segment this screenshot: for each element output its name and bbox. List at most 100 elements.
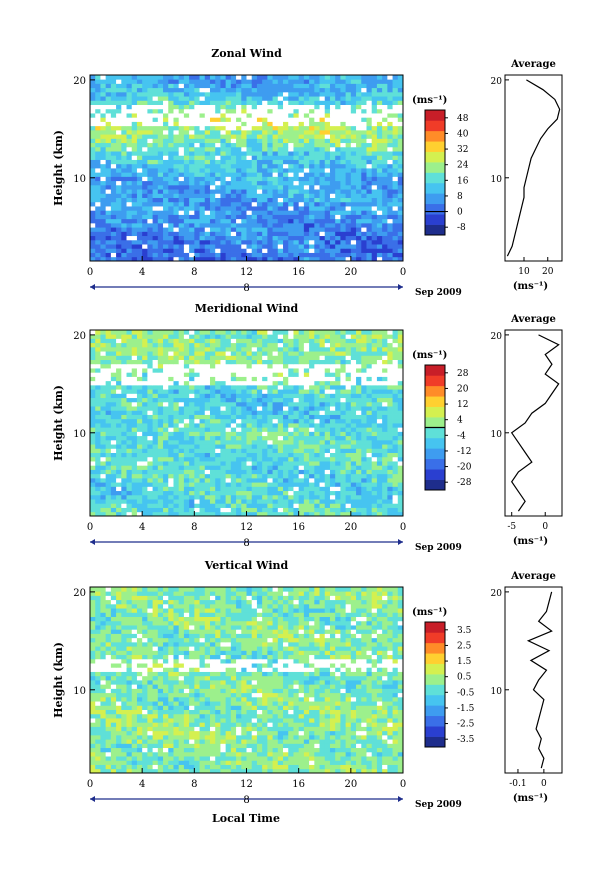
heatmap-cell: [288, 210, 294, 215]
heatmap-cell: [267, 163, 273, 169]
heatmap-cell: [371, 465, 378, 470]
heatmap-cell: [110, 125, 117, 131]
heatmap-cell: [163, 469, 169, 475]
heatmap-cell: [267, 444, 273, 449]
heatmap-cell: [157, 418, 164, 424]
heatmap-cell: [199, 75, 206, 80]
heatmap-cell: [397, 486, 404, 492]
heatmap-cell: [345, 210, 352, 215]
heatmap-cell: [324, 197, 331, 203]
heatmap-cell: [319, 427, 326, 432]
heatmap-cell: [152, 239, 159, 245]
x-tick-label: 0: [400, 267, 406, 278]
heatmap-cell: [163, 218, 169, 224]
heatmap-cell: [366, 248, 373, 253]
heatmap-cell: [345, 235, 352, 241]
heatmap-cell: [163, 359, 169, 365]
heatmap-cell: [163, 244, 169, 249]
heatmap-cell: [387, 227, 393, 232]
heatmap-cell: [225, 91, 232, 97]
heatmap-cell: [241, 151, 247, 156]
heatmap-cell: [366, 482, 373, 487]
heatmap-cell: [288, 206, 294, 211]
heatmap-cell: [194, 159, 200, 165]
heatmap-cell: [335, 125, 341, 131]
heatmap-cell: [178, 461, 185, 466]
heatmap-cell: [90, 113, 96, 118]
heatmap-cell: [204, 113, 211, 118]
heatmap-cell: [324, 100, 331, 105]
heatmap-cell: [283, 490, 289, 496]
heatmap-cell: [256, 380, 263, 386]
heatmap-cell: [95, 444, 101, 449]
heatmap-cell: [199, 431, 206, 437]
heatmap-cell: [314, 486, 320, 492]
heatmap-cell: [121, 431, 127, 437]
heatmap-cell: [126, 461, 133, 466]
heatmap-cell: [329, 100, 336, 105]
heatmap-cell: [90, 75, 96, 80]
heatmap-cell: [100, 363, 107, 369]
heatmap-cell: [183, 163, 190, 169]
heatmap-cell: [100, 134, 107, 139]
heatmap-cell: [116, 372, 122, 377]
heatmap-cell: [220, 503, 227, 508]
heatmap-cell: [100, 452, 107, 458]
heatmap-cell: [361, 214, 367, 220]
heatmap-cell: [90, 159, 96, 165]
heatmap-cell: [397, 511, 404, 517]
heatmap-cell: [309, 406, 315, 411]
heatmap-cell: [350, 108, 357, 114]
heatmap-cell: [142, 389, 148, 394]
heatmap-cell: [230, 168, 237, 173]
heatmap-cell: [178, 448, 185, 453]
heatmap-cell: [267, 355, 273, 360]
heatmap-cell: [303, 384, 310, 390]
heatmap-cell: [173, 494, 180, 500]
heatmap-cell: [356, 397, 362, 403]
heatmap-cell: [382, 96, 388, 101]
heatmap-cell: [262, 104, 268, 110]
heatmap-cell: [293, 244, 300, 249]
heatmap-cell: [121, 406, 127, 411]
heatmap-cell: [298, 108, 305, 114]
heatmap-cell: [168, 448, 174, 453]
heatmap-cell: [293, 473, 300, 479]
heatmap-cell: [230, 461, 237, 466]
heatmap-cell: [121, 511, 127, 517]
heatmap-cell: [230, 206, 237, 211]
heatmap-cell: [277, 189, 284, 194]
heatmap-cell: [230, 121, 237, 127]
heatmap-cell: [329, 469, 336, 475]
heatmap-cell: [121, 252, 127, 258]
heatmap-cell: [95, 363, 101, 369]
heatmap-cell: [246, 222, 253, 228]
heatmap-cell: [189, 113, 195, 118]
heatmap-cell: [267, 129, 273, 135]
heatmap-cell: [116, 96, 122, 101]
heatmap-cell: [397, 218, 404, 224]
heatmap-cell: [340, 96, 347, 101]
heatmap-cell: [288, 117, 294, 122]
heatmap-cell: [209, 172, 216, 177]
heatmap-cell: [366, 456, 373, 462]
heatmap-cell: [116, 193, 122, 198]
heatmap-cell: [340, 389, 347, 394]
heatmap-cell: [272, 414, 279, 420]
heatmap-cell: [356, 113, 362, 118]
heatmap-cell: [147, 435, 153, 441]
heatmap-cell: [152, 87, 159, 93]
heatmap-cell: [267, 222, 273, 228]
heatmap-cell: [204, 125, 211, 131]
heatmap-cell: [95, 380, 101, 386]
heatmap-cell: [376, 235, 383, 241]
heatmap-cell: [173, 172, 180, 177]
heatmap-cell: [345, 244, 352, 249]
heatmap-cell: [147, 91, 153, 97]
heatmap-cell: [356, 193, 362, 198]
heatmap-cell: [236, 465, 242, 470]
heatmap-cell: [136, 129, 143, 135]
heatmap-cell: [350, 401, 357, 407]
heatmap-cell: [163, 231, 169, 237]
heatmap-cell: [121, 376, 127, 382]
